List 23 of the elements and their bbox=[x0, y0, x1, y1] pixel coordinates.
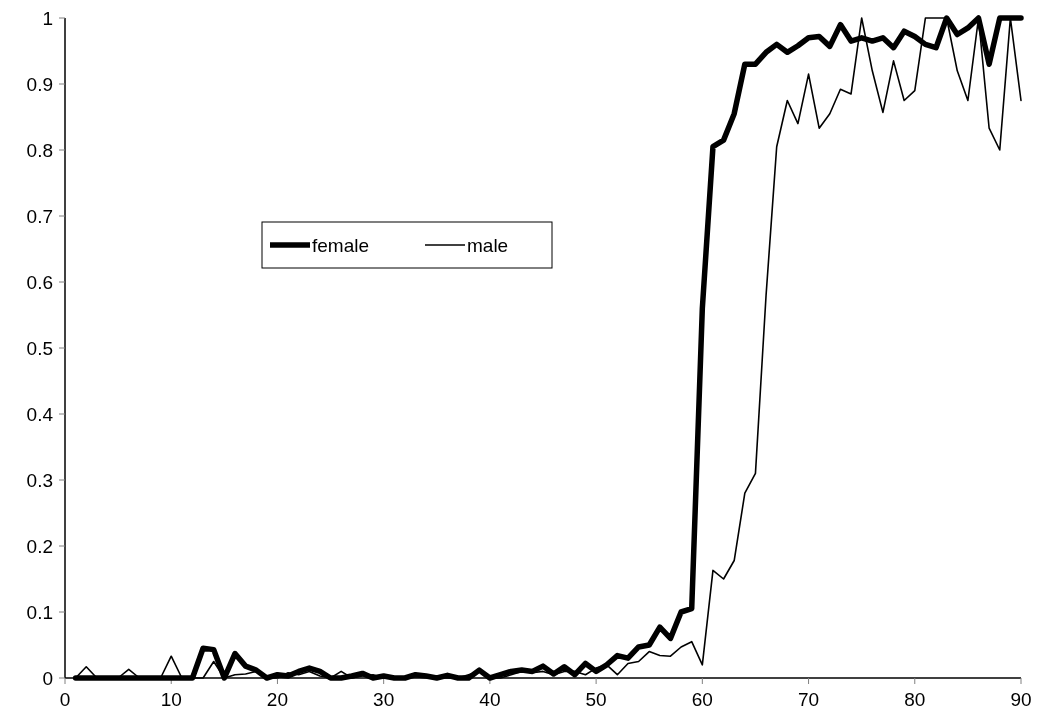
x-tick-label: 0 bbox=[59, 689, 71, 710]
x-tick-label: 80 bbox=[904, 689, 926, 710]
y-tick-label: 0.3 bbox=[26, 469, 53, 491]
x-tick-label: 70 bbox=[797, 689, 820, 710]
x-tick-label: 90 bbox=[1010, 689, 1032, 710]
x-tick-label: 40 bbox=[479, 689, 501, 710]
legend-label: male bbox=[467, 234, 509, 256]
y-tick-label: 0.5 bbox=[26, 337, 53, 359]
y-tick-label: 0.6 bbox=[26, 271, 53, 293]
x-tick-label: 10 bbox=[160, 689, 182, 710]
y-tick-label: 0.8 bbox=[26, 139, 53, 161]
y-tick-label: 0.1 bbox=[26, 601, 53, 623]
x-tick-label: 20 bbox=[266, 689, 289, 710]
y-tick-label: 0 bbox=[42, 667, 53, 689]
legend-label: female bbox=[312, 234, 370, 256]
y-tick-label: 0.4 bbox=[26, 403, 54, 425]
x-tick-label: 50 bbox=[585, 689, 607, 710]
x-tick-label: 60 bbox=[691, 689, 713, 710]
y-tick-label: 0.7 bbox=[26, 205, 53, 227]
y-tick-label: 1 bbox=[42, 7, 53, 29]
y-tick-label: 0.2 bbox=[26, 535, 53, 557]
y-tick-label: 0.9 bbox=[26, 73, 53, 95]
x-tick-label: 30 bbox=[373, 689, 395, 710]
